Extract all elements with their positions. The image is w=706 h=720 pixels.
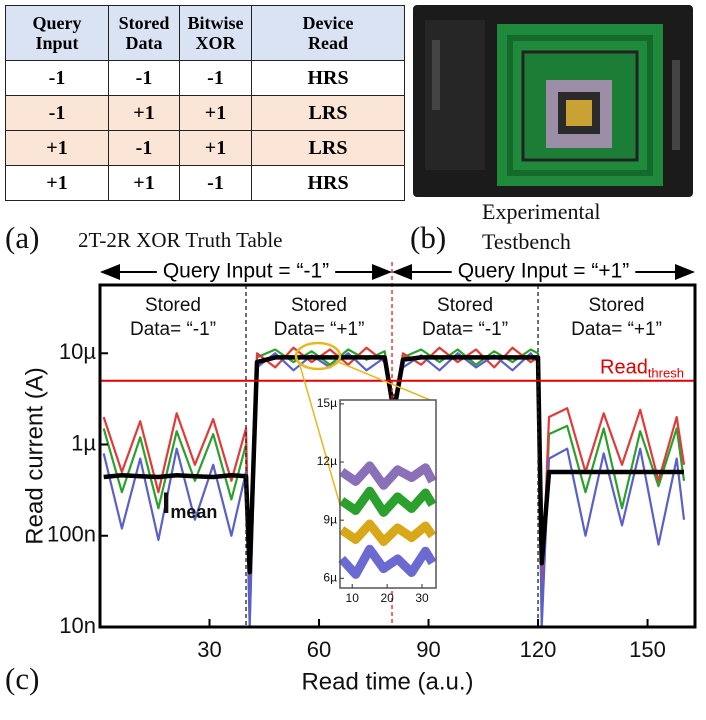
inset-y-tick-label: 6µ [323, 570, 337, 584]
inset-y-tick-label: 12µ [317, 454, 337, 468]
y-tick-label: 1µ [71, 430, 96, 455]
x-tick-label: 150 [629, 637, 666, 662]
header-text: Bitwise XOR [187, 13, 244, 53]
table-cell: +1 [5, 130, 109, 166]
truth-table: Query Input Stored Data Bitwise XOR Devi… [5, 5, 405, 201]
mean-label: Imean [162, 487, 217, 522]
mean-label-main: I [162, 487, 170, 520]
x-axis-label: Read time (a.u.) [301, 668, 473, 695]
query-label: Query Input = “+1” [458, 260, 630, 283]
threshold-label: Readthresh [600, 357, 684, 381]
table-cell: LRS [251, 130, 405, 166]
threshold-label-main: Read [600, 357, 648, 379]
die [566, 100, 592, 126]
stored-label: Stored [145, 295, 201, 316]
caption-letter: (c) [5, 661, 40, 696]
header-cell: Query Input [5, 5, 109, 61]
stored-label: Data= “-1” [130, 319, 216, 340]
inset-trace [339, 519, 437, 546]
stored-label: Data= “+1” [274, 319, 365, 340]
table-cell: HRS [251, 165, 405, 201]
table-cell: +1 [108, 95, 180, 131]
table-cell: -1 [108, 130, 180, 166]
stored-label: Data= “-1” [422, 319, 508, 340]
inset-frame [339, 399, 437, 589]
inset-trace [339, 486, 437, 517]
inset-y-tick-label: 15µ [317, 396, 337, 410]
table-cell: -1 [179, 60, 252, 96]
header-pins [672, 60, 680, 150]
y-tick-label: 10µ [59, 339, 96, 364]
testbench-photo [413, 5, 693, 197]
table-cell: HRS [251, 60, 405, 96]
table-cell: -1 [179, 165, 252, 201]
header-pins [432, 40, 440, 110]
header-cell: Device Read [251, 5, 405, 61]
stored-label: Data= “+1” [571, 319, 662, 340]
y-tick-label: 10n [59, 613, 96, 638]
x-tick-label: 30 [197, 637, 221, 662]
inset-x-tick-label: 30 [415, 591, 429, 605]
header-cell: Stored Data [108, 5, 180, 61]
stored-label: Stored [589, 295, 645, 316]
caption-text: 2T-2R XOR Truth Table [78, 228, 283, 252]
x-tick-label: 60 [307, 637, 331, 662]
connector-ring [507, 35, 653, 176]
query-label: Query Input = “-1” [163, 260, 329, 283]
caption-letter: (b) [410, 220, 447, 255]
inset-y-tick-label: 9µ [323, 512, 337, 526]
table-row: -1 +1 +1 LRS [5, 95, 405, 131]
inset-trace [339, 461, 437, 490]
x-tick-label: 120 [520, 637, 557, 662]
mean-label-sub: mean [170, 502, 217, 522]
header-row: Query Input Stored Data Bitwise XOR Devi… [5, 5, 405, 61]
table-cell: LRS [251, 95, 405, 131]
table-cell: +1 [179, 95, 252, 131]
stored-label: Stored [437, 295, 493, 316]
x-tick-label: 90 [416, 637, 440, 662]
zoom-connector [335, 360, 436, 403]
table-row: -1 -1 -1 HRS [5, 60, 405, 96]
table-row: +1 +1 -1 HRS [5, 165, 405, 201]
stored-label: Stored [291, 295, 347, 316]
inset-trace [338, 544, 437, 579]
caption-text: Experimental Testbench [482, 199, 601, 254]
header-cell: Bitwise XOR [179, 5, 252, 61]
header-text: Device Read [302, 13, 354, 53]
table-cell: -1 [5, 60, 109, 96]
threshold-label-sub: thresh [648, 366, 684, 381]
table-row: +1 -1 +1 LRS [5, 130, 405, 166]
zoom-connector [298, 361, 341, 506]
inset-x-tick-label: 20 [380, 591, 394, 605]
y-axis-label: Read current (A) [21, 367, 48, 544]
inset-x-tick-label: 10 [346, 591, 360, 605]
caption-letter: (a) [5, 220, 40, 255]
header-text: Query Input [32, 13, 82, 53]
table-cell: +1 [179, 130, 252, 166]
plot-frame [98, 283, 697, 629]
y-tick-label: 100n [47, 522, 96, 547]
zoom-ellipse [294, 341, 342, 371]
table-cell: +1 [5, 165, 109, 201]
table-cell: +1 [108, 165, 180, 201]
header-text: Stored Data [118, 13, 170, 53]
